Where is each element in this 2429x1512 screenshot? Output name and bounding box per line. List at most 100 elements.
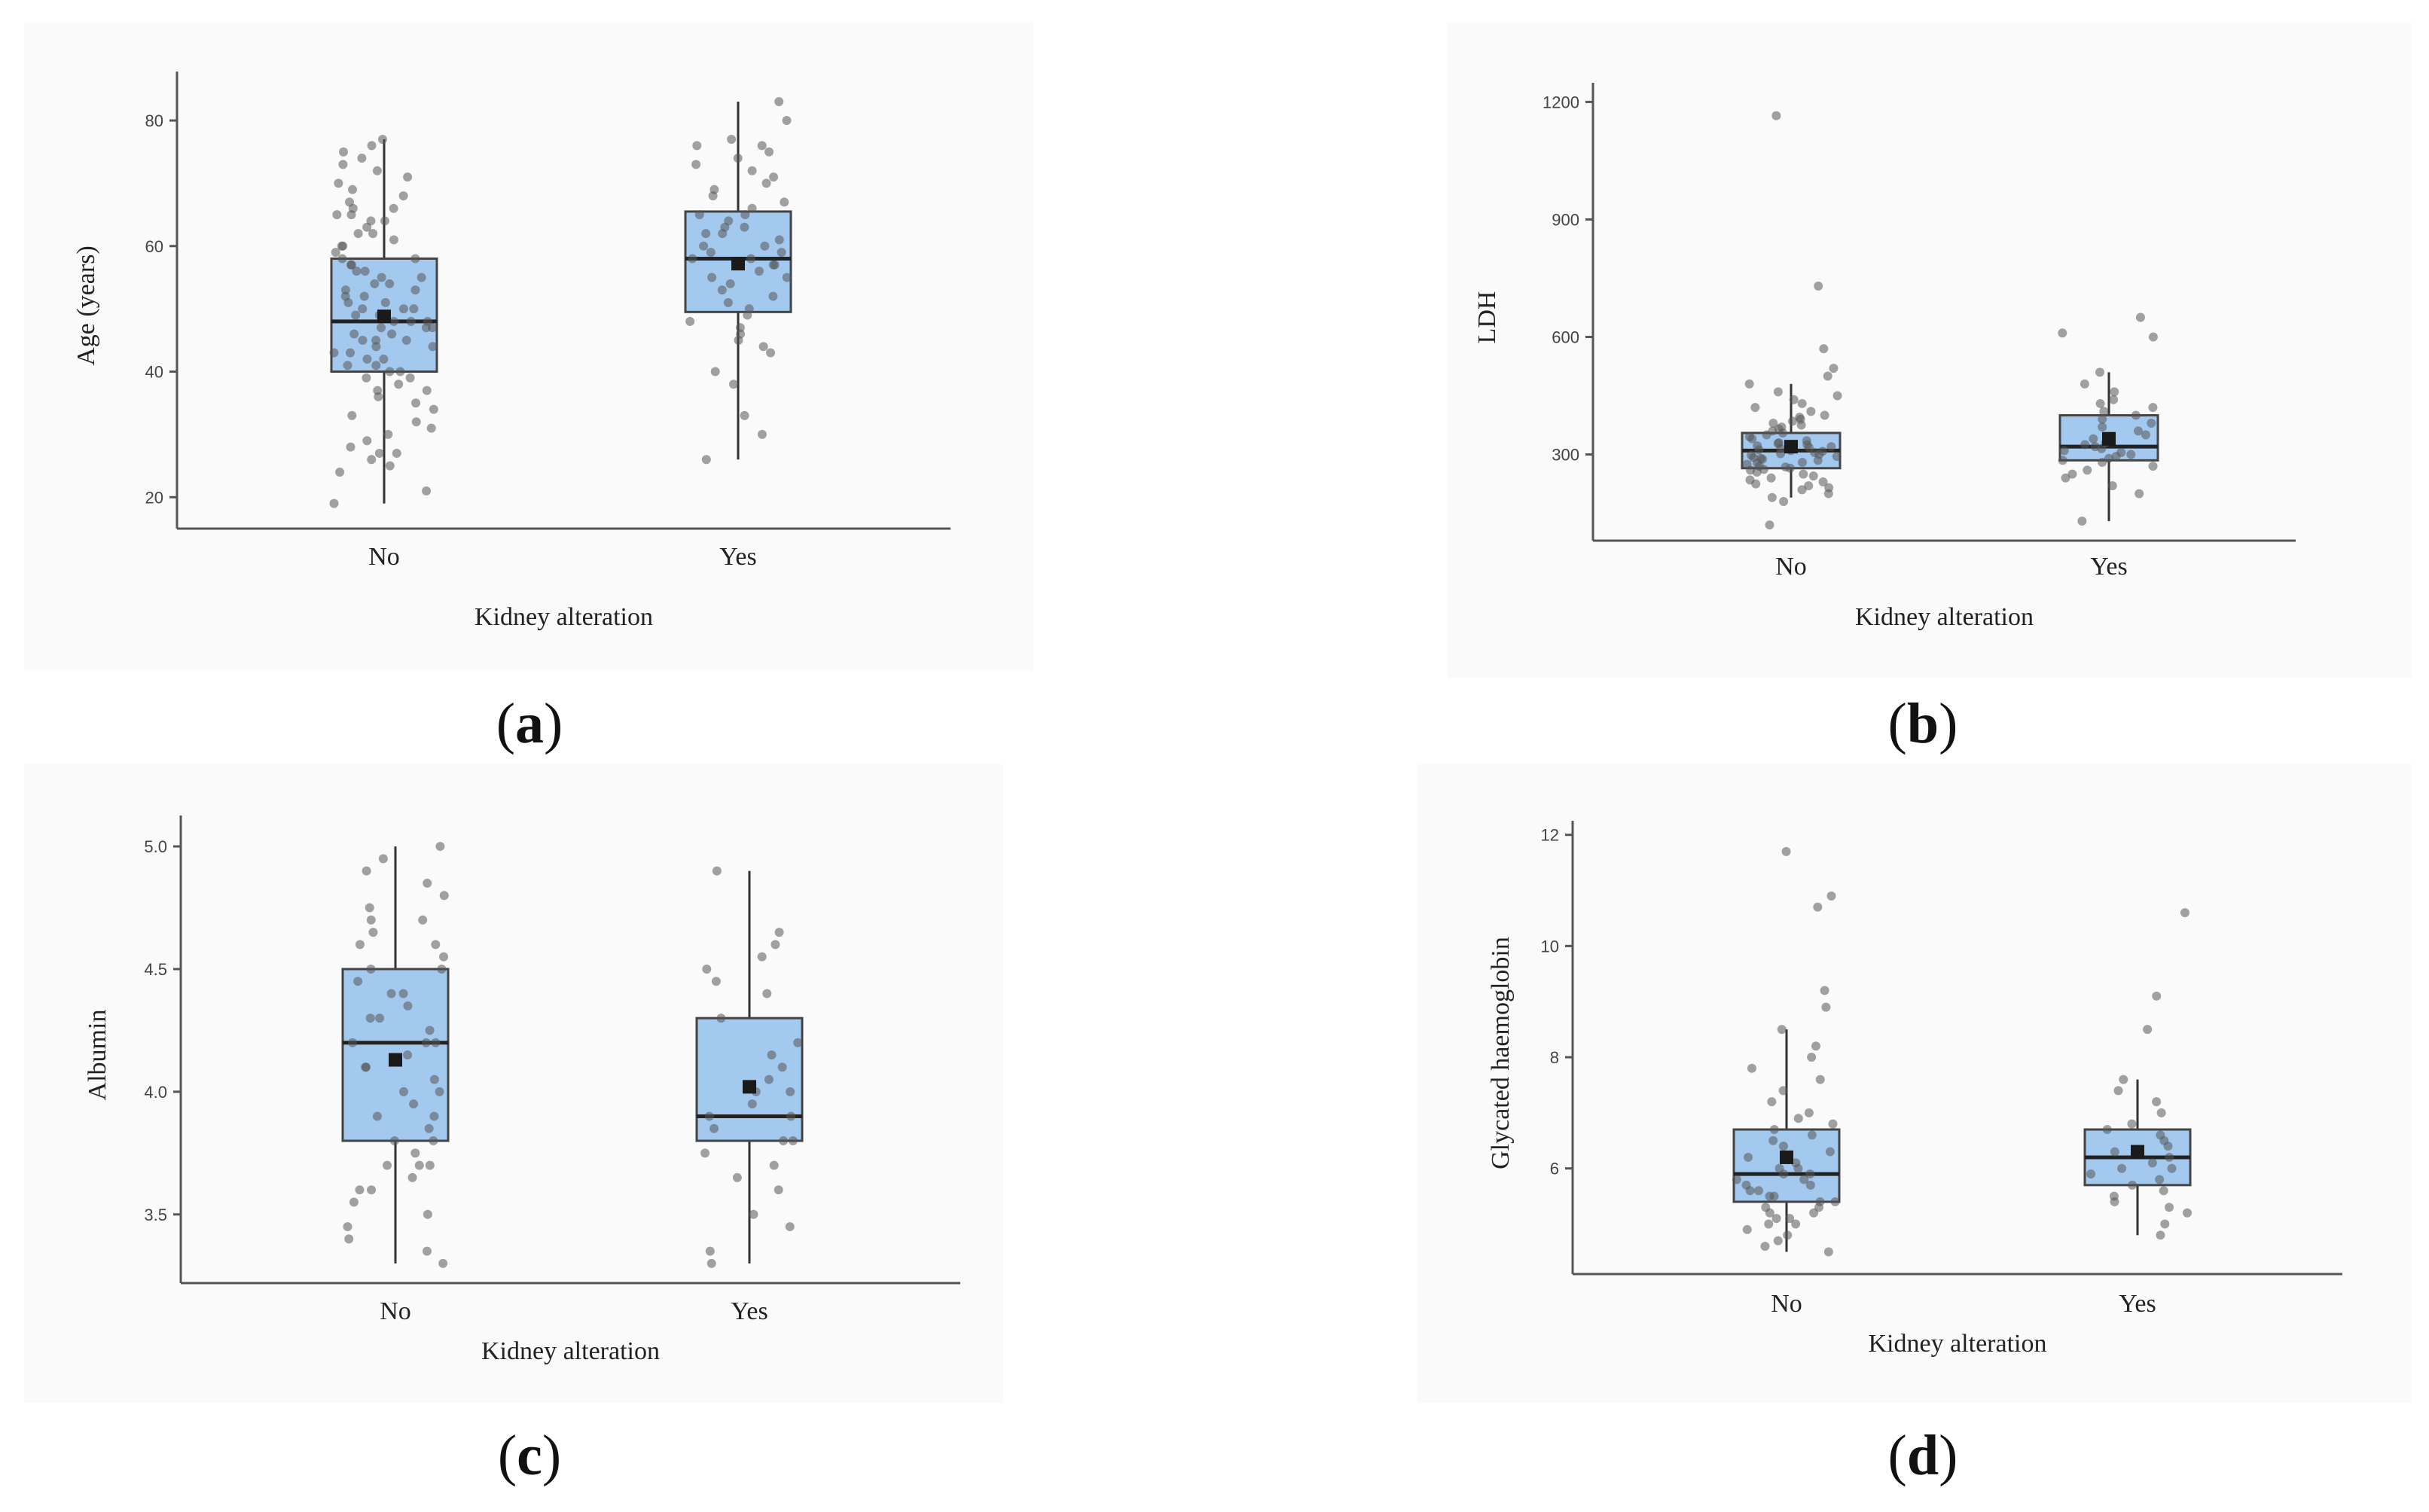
chart-a-yes-point-8 bbox=[736, 329, 746, 339]
chart-a-yes-point-29 bbox=[701, 229, 711, 239]
chart-a-no-point-51 bbox=[340, 285, 350, 295]
chart-a-yes-point-16 bbox=[725, 279, 735, 288]
chart-a-no-point-7 bbox=[346, 442, 356, 452]
chart-a-yes-point-40 bbox=[761, 178, 771, 188]
chart-a-no-point-39 bbox=[406, 316, 416, 326]
chart-a-yes-category-label: Yes bbox=[719, 543, 756, 571]
chart-a-no-point-32 bbox=[358, 335, 368, 345]
chart-a-no-point-67 bbox=[353, 229, 363, 239]
panel-d-background bbox=[1417, 764, 2412, 1403]
chart-a-no-point-81 bbox=[372, 166, 382, 175]
chart-a-no-point-77 bbox=[398, 191, 408, 201]
chart-a-x-axis-label: Kidney alteration bbox=[475, 603, 653, 631]
panel-letter-a: a bbox=[515, 692, 544, 755]
chart-a-no-point-60 bbox=[346, 260, 356, 270]
chart-a-yes-point-37 bbox=[780, 197, 789, 207]
chart-a-yes-point-9 bbox=[735, 323, 745, 333]
chart-a-yes-point-50 bbox=[774, 97, 784, 107]
chart-a-no-point-50 bbox=[359, 291, 369, 301]
chart-a-no-point-85 bbox=[367, 141, 377, 151]
chart-a-no-point-45 bbox=[409, 304, 419, 314]
chart-a-yes-point-23 bbox=[746, 254, 756, 264]
panel-c-background bbox=[24, 764, 1003, 1403]
chart-a-no-point-86 bbox=[377, 135, 387, 145]
chart-a-yes-point-18 bbox=[782, 273, 792, 282]
chart-a-no-point-31 bbox=[401, 335, 411, 345]
chart-a-no-point-54 bbox=[370, 279, 380, 288]
chart-a-no-category-label: No bbox=[368, 543, 400, 571]
chart-a-y-tick-label-0: 20 bbox=[145, 488, 163, 507]
chart-a-no-point-24 bbox=[343, 361, 352, 370]
chart-a-yes-point-27 bbox=[699, 241, 709, 251]
chart-a-no-point-13 bbox=[429, 404, 438, 414]
chart-a-no-point-35 bbox=[387, 329, 397, 339]
chart-a-no-point-18 bbox=[394, 380, 404, 389]
panel-b-background bbox=[1448, 23, 2412, 678]
chart-a-no-point-9 bbox=[383, 429, 393, 439]
chart-a-no-point-12 bbox=[347, 410, 357, 420]
chart-a-no-point-5 bbox=[374, 448, 384, 458]
chart-a-yes-point-2 bbox=[740, 410, 749, 420]
chart-a-yes-point-5 bbox=[766, 348, 776, 358]
chart-a-yes-point-22 bbox=[688, 254, 697, 264]
chart-a-yes-point-31 bbox=[740, 222, 749, 232]
chart-a-no-point-43 bbox=[351, 310, 361, 320]
chart-a-yes-point-34 bbox=[740, 210, 750, 220]
chart-a-yes-point-46 bbox=[757, 141, 767, 151]
chart-a-no-point-52 bbox=[410, 285, 420, 295]
chart-a-no-point-66 bbox=[389, 235, 398, 245]
chart-a-no-point-34 bbox=[349, 329, 359, 339]
panel-a-background bbox=[24, 23, 1033, 670]
chart-a-no-point-20 bbox=[405, 373, 415, 383]
chart-a-no-point-71 bbox=[380, 216, 389, 226]
chart-a-yes-point-12 bbox=[744, 304, 754, 314]
chart-a-yes-point-10 bbox=[685, 316, 695, 326]
chart-a-no-point-58 bbox=[360, 267, 370, 276]
chart-a-no-point-10 bbox=[426, 423, 436, 433]
panel-letter-b: b bbox=[1906, 692, 1939, 755]
chart-a-yes-point-39 bbox=[709, 184, 719, 194]
chart-a-no-point-22 bbox=[395, 367, 405, 376]
chart-a-yes-point-48 bbox=[727, 135, 737, 145]
chart-a-no-point-38 bbox=[377, 323, 386, 333]
chart-a-no-point-79 bbox=[334, 178, 343, 188]
chart-a-y-tick-label-3: 80 bbox=[145, 111, 163, 130]
chart-a-no-point-25 bbox=[362, 354, 372, 364]
chart-a-no-point-84 bbox=[339, 147, 349, 157]
chart-a-no-point-80 bbox=[403, 172, 413, 182]
chart-a-no-point-2 bbox=[335, 467, 345, 477]
chart-a-no-point-6 bbox=[392, 448, 401, 458]
chart-a-no-point-14 bbox=[411, 398, 421, 408]
chart-a-no-point-16 bbox=[422, 386, 432, 395]
chart-a-yes-point-25 bbox=[706, 248, 716, 258]
chart-a-yes-point-44 bbox=[733, 154, 743, 163]
chart-a-yes-point-28 bbox=[774, 235, 784, 245]
chart-a-no-point-75 bbox=[389, 203, 398, 213]
chart-a-no-point-57 bbox=[352, 267, 362, 276]
chart-a-no-point-55 bbox=[417, 273, 426, 282]
chart-a-no-point-56 bbox=[377, 273, 386, 282]
chart-a-yes-point-42 bbox=[747, 166, 757, 175]
chart-a-no-point-62 bbox=[410, 254, 420, 264]
chart-a-yes-point-26 bbox=[760, 241, 770, 251]
chart-a-no-point-78 bbox=[347, 184, 357, 194]
panel-letter-d: d bbox=[1906, 1424, 1939, 1487]
chart-a-yes-point-4 bbox=[710, 367, 720, 376]
chart-a-no-point-65 bbox=[337, 241, 346, 251]
chart-a-no-point-61 bbox=[337, 254, 347, 264]
chart-a-no-point-19 bbox=[362, 373, 371, 383]
chart-a-yes-point-0 bbox=[701, 455, 711, 465]
chart-a-y-tick-label-1: 40 bbox=[145, 363, 163, 382]
chart-a-yes-point-49 bbox=[782, 116, 792, 126]
chart-a-yes-point-45 bbox=[764, 147, 774, 157]
panel-letter-c: c bbox=[517, 1424, 542, 1487]
chart-a-yes-point-17 bbox=[707, 273, 717, 282]
chart-a-yes-point-21 bbox=[768, 260, 778, 270]
chart-a-no-point-21 bbox=[385, 367, 395, 376]
chart-a-no-point-46 bbox=[358, 304, 368, 314]
chart-a-no-point-28 bbox=[346, 348, 356, 358]
chart-a-yes-point-19 bbox=[754, 267, 764, 276]
chart-a-no-point-68 bbox=[368, 229, 378, 239]
chart-a-yes-point-1 bbox=[757, 429, 767, 439]
chart-a-yes-point-43 bbox=[691, 160, 701, 169]
